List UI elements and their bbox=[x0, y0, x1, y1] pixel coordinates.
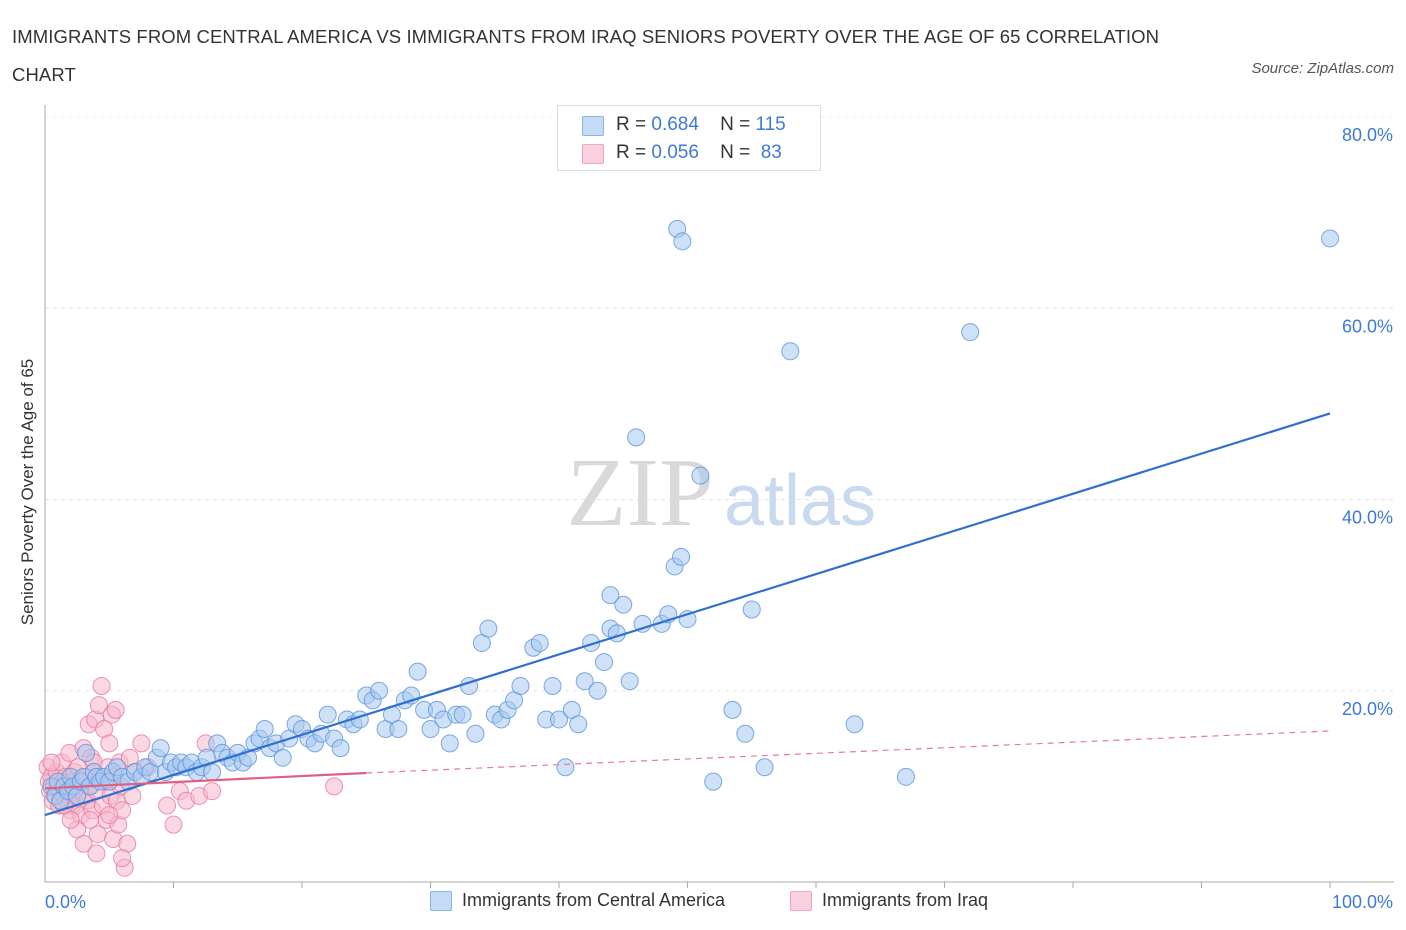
point-iraq bbox=[100, 734, 119, 753]
point-central-america bbox=[627, 428, 646, 447]
point-iraq bbox=[132, 734, 151, 753]
point-central-america bbox=[742, 600, 761, 619]
point-central-america bbox=[845, 715, 864, 734]
y-tick-label: 20.0% bbox=[1342, 699, 1393, 719]
point-iraq bbox=[87, 844, 106, 863]
point-central-america bbox=[620, 672, 639, 691]
point-central-america bbox=[672, 547, 691, 566]
point-iraq bbox=[89, 696, 108, 715]
point-central-america bbox=[530, 633, 549, 652]
point-central-america bbox=[601, 586, 620, 605]
legend-label: Immigrants from Central America bbox=[462, 890, 726, 910]
point-central-america bbox=[704, 772, 723, 791]
n-label: N = bbox=[720, 142, 751, 163]
point-iraq bbox=[158, 796, 177, 815]
point-iraq bbox=[325, 777, 344, 796]
point-central-america bbox=[318, 705, 337, 724]
point-central-america bbox=[896, 767, 915, 786]
watermark-atlas: atlas bbox=[724, 461, 876, 541]
trend-lines bbox=[44, 412, 1331, 817]
axes bbox=[44, 105, 1394, 888]
x-tick-label: 0.0% bbox=[45, 892, 86, 912]
point-central-america bbox=[736, 724, 755, 743]
r-label: R = bbox=[616, 114, 647, 135]
point-iraq bbox=[42, 753, 61, 772]
legend-swatch-pink bbox=[790, 891, 812, 911]
stats-legend: R = 0.684 N = 115 R = 0.056 N = 83 bbox=[557, 105, 821, 171]
point-central-america bbox=[594, 653, 613, 672]
y-tick-label: 40.0% bbox=[1342, 508, 1393, 528]
point-central-america bbox=[511, 676, 530, 695]
watermark-zip: ZIP bbox=[567, 439, 714, 547]
legend-swatch-pink bbox=[582, 144, 604, 164]
point-central-america bbox=[673, 232, 692, 251]
point-central-america bbox=[203, 763, 222, 782]
point-central-america bbox=[691, 466, 710, 485]
x-tick-label: 100.0% bbox=[1332, 892, 1393, 912]
chart-title: IMMIGRANTS FROM CENTRAL AMERICA VS IMMIG… bbox=[12, 26, 1160, 85]
point-central-america bbox=[331, 739, 350, 758]
r-label: R = bbox=[616, 142, 647, 163]
point-iraq bbox=[164, 815, 183, 834]
point-central-america bbox=[588, 681, 607, 700]
legend-swatch-blue bbox=[582, 116, 604, 136]
r-value: 0.056 bbox=[651, 142, 699, 163]
legend-label: Immigrants from Iraq bbox=[822, 890, 989, 910]
point-central-america bbox=[440, 734, 459, 753]
trend-line-central-america bbox=[44, 412, 1331, 817]
point-iraq bbox=[113, 849, 132, 868]
r-value: 0.684 bbox=[651, 114, 699, 135]
tick-labels: 20.0% 40.0% 60.0% 80.0% 0.0% 100.0% bbox=[45, 125, 1393, 912]
point-central-america bbox=[453, 705, 472, 724]
point-central-america bbox=[961, 323, 980, 342]
point-central-america bbox=[575, 672, 594, 691]
point-central-america bbox=[550, 710, 568, 729]
trend-line-iraq-extension bbox=[366, 730, 1331, 774]
y-tick-label: 80.0% bbox=[1342, 125, 1393, 145]
point-central-america bbox=[1321, 229, 1339, 248]
point-central-america bbox=[151, 739, 170, 758]
watermark: ZIP atlas bbox=[567, 439, 877, 547]
point-central-america bbox=[273, 748, 292, 767]
point-central-america bbox=[755, 758, 774, 777]
point-central-america bbox=[556, 758, 575, 777]
point-central-america bbox=[479, 619, 498, 638]
point-central-america bbox=[543, 676, 562, 695]
point-central-america bbox=[255, 720, 274, 738]
point-central-america bbox=[781, 342, 800, 361]
point-central-america bbox=[569, 715, 588, 734]
point-iraq bbox=[100, 806, 119, 825]
chart-source: Source: ZipAtlas.com bbox=[1251, 60, 1394, 77]
legend-swatch-blue bbox=[430, 891, 452, 911]
point-central-america bbox=[77, 743, 96, 762]
point-central-america bbox=[370, 681, 389, 700]
n-label: N = bbox=[720, 114, 751, 135]
point-central-america bbox=[389, 720, 408, 738]
y-tick-label: 60.0% bbox=[1342, 316, 1393, 336]
point-central-america bbox=[421, 720, 440, 738]
point-iraq bbox=[92, 676, 111, 695]
point-iraq bbox=[80, 810, 99, 829]
point-iraq bbox=[203, 782, 222, 801]
point-central-america bbox=[466, 724, 485, 743]
point-central-america bbox=[408, 662, 427, 681]
point-central-america bbox=[614, 595, 633, 614]
trend-line-iraq bbox=[44, 771, 367, 790]
point-central-america bbox=[582, 633, 601, 652]
n-value: 83 bbox=[760, 142, 782, 163]
data-points bbox=[38, 219, 1339, 877]
point-iraq bbox=[61, 810, 80, 829]
point-iraq bbox=[106, 700, 125, 719]
point-central-america bbox=[723, 700, 742, 719]
n-value: 115 bbox=[755, 114, 786, 135]
